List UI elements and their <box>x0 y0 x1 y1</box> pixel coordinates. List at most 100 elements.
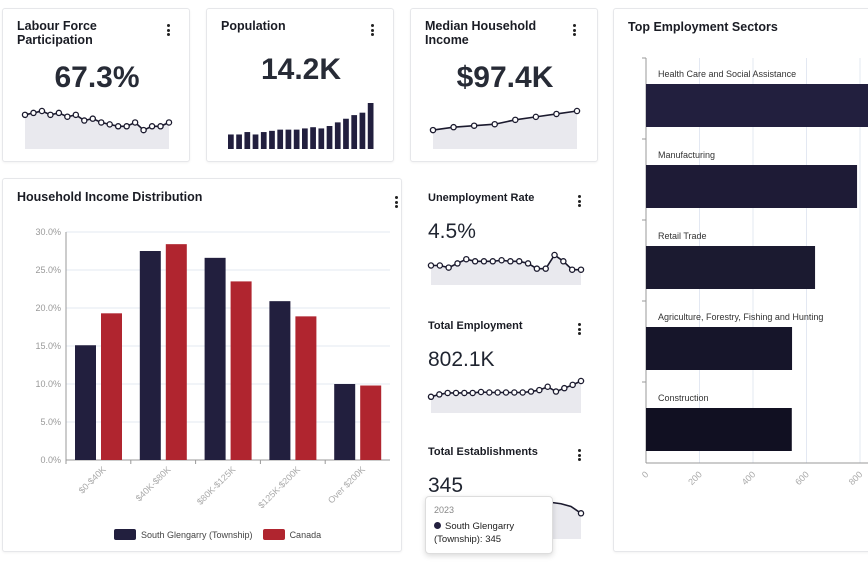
kpi-value: 4.5% <box>428 220 476 243</box>
sparkline-point <box>429 126 437 134</box>
sparkline-point <box>527 388 535 395</box>
population-bar <box>244 132 251 149</box>
sparkline-point <box>427 262 435 269</box>
sparkline-point <box>489 258 497 265</box>
population-bar <box>343 118 349 149</box>
x-tick-label: 800 <box>847 469 865 487</box>
sparkline-point <box>445 264 452 271</box>
sector-label: Retail Trade <box>658 231 707 241</box>
y-tick-label: 25.0% <box>35 265 61 275</box>
sparkline-chart <box>429 107 581 149</box>
sparkline-point <box>157 123 164 130</box>
legend-swatch-south-glengarry <box>114 529 136 540</box>
kpi-title: Total Employment <box>428 320 523 332</box>
sparkline-point <box>542 265 549 272</box>
population-bar <box>302 128 308 149</box>
sparkline-point <box>72 111 80 119</box>
sparkline-point <box>463 255 470 263</box>
population-bar <box>277 129 284 149</box>
sparkline-point <box>553 110 560 118</box>
population-bar <box>236 134 242 149</box>
y-tick-label: 0.0% <box>40 455 61 465</box>
more-options-icon[interactable] <box>574 194 584 208</box>
sector-bar <box>646 246 816 289</box>
sparkline-point <box>560 258 567 265</box>
kpi-title: Unemployment Rate <box>428 192 535 204</box>
sector-label: Health Care and Social Assistance <box>658 69 796 79</box>
chart-title: Top Employment Sectors <box>628 20 778 34</box>
sparkline-chart <box>21 107 173 149</box>
legend-label: South Glengarry (Township) <box>141 529 253 540</box>
x-tick-label: 0 <box>640 469 651 480</box>
population-bar <box>318 128 325 149</box>
sparkline-point <box>512 116 519 124</box>
income-bar <box>101 313 122 460</box>
more-options-icon[interactable] <box>163 23 173 37</box>
income-bar <box>269 301 291 460</box>
sparkline-point <box>577 377 585 385</box>
income-bar <box>360 385 382 460</box>
sparkline-point <box>524 260 532 267</box>
chart-tooltip: 2023 South Glengarry (Township): 345 <box>425 496 553 554</box>
sparkline-point <box>47 111 54 119</box>
sparkline-point <box>450 123 457 131</box>
sparkline-point <box>494 389 501 396</box>
kpi-value: 14.2K <box>260 53 342 86</box>
income-bar <box>139 251 161 460</box>
y-tick-label: 30.0% <box>35 227 61 237</box>
x-tick-label: 400 <box>740 469 758 487</box>
sparkline-point <box>81 117 88 124</box>
sparkline-point <box>502 389 510 396</box>
more-options-icon[interactable] <box>574 448 584 462</box>
population-bar <box>252 134 259 149</box>
sparkline-chart <box>427 251 585 285</box>
legend-label: Canada <box>289 529 322 540</box>
sparkline-point <box>469 389 476 397</box>
x-tick-label: 600 <box>793 469 811 487</box>
legend-swatch-canada <box>262 529 285 540</box>
more-options-icon[interactable] <box>367 23 377 37</box>
kpi-card-median-income: Median Household Income $97.4K <box>410 8 598 162</box>
sector-bar <box>646 165 858 208</box>
household-income-card: Household Income Distribution <box>2 178 402 552</box>
sparkline-point <box>436 391 443 398</box>
kpi-title: Population <box>221 19 286 33</box>
tooltip-value: South Glengarry (Township): 345 <box>434 521 515 545</box>
sparkline-point <box>89 115 97 122</box>
more-options-icon[interactable] <box>569 23 579 37</box>
sparkline-point <box>577 266 585 273</box>
sparkline-point <box>131 119 139 126</box>
kpi-card-population: Population 14.2K <box>206 8 394 162</box>
income-bar <box>230 281 252 460</box>
sparkline-point <box>471 258 479 265</box>
sparkline-line <box>432 110 578 131</box>
income-bar <box>334 384 356 460</box>
sparkline-point <box>21 111 29 119</box>
tooltip-dot-icon <box>434 522 441 529</box>
sparkline-point <box>536 386 543 394</box>
sparkline-point <box>486 389 493 396</box>
more-options-icon[interactable] <box>391 195 401 209</box>
y-tick-label: 5.0% <box>40 417 61 427</box>
sparkline-point <box>569 381 576 389</box>
y-tick-label: 20.0% <box>35 303 61 313</box>
more-options-icon[interactable] <box>574 322 584 336</box>
kpi-value: 67.3% <box>54 61 140 94</box>
sparkline-point <box>477 388 485 396</box>
chart-title: Household Income Distribution <box>17 190 203 204</box>
sparkline-point <box>498 257 505 264</box>
population-bar <box>293 129 300 149</box>
sparkline-point <box>552 388 560 395</box>
sparkline-point <box>30 109 37 117</box>
population-bar <box>260 132 267 149</box>
sector-label: Agriculture, Forestry, Fishing and Hunti… <box>658 312 823 322</box>
x-tick-label: 200 <box>686 469 704 487</box>
sparkline-point <box>544 383 551 390</box>
sector-bar <box>646 84 868 127</box>
kpi-title: Median Household Income <box>425 19 537 47</box>
population-bar <box>326 126 333 149</box>
sparkline-point <box>561 384 568 392</box>
kpi-value: $97.4K <box>456 61 554 94</box>
sparkline-point <box>551 251 558 259</box>
